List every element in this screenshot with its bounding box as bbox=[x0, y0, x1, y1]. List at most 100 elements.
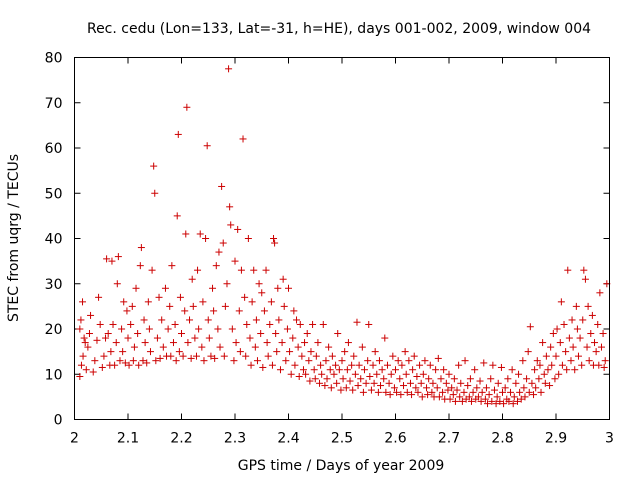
data-point bbox=[385, 379, 393, 387]
data-point bbox=[576, 334, 584, 342]
data-point bbox=[79, 298, 87, 306]
data-point bbox=[428, 388, 436, 396]
data-point bbox=[362, 379, 370, 387]
data-point bbox=[137, 244, 145, 252]
data-point bbox=[192, 352, 200, 360]
data-point bbox=[530, 391, 538, 399]
data-point bbox=[585, 357, 593, 365]
data-point bbox=[595, 361, 603, 369]
data-point bbox=[242, 352, 250, 360]
data-point bbox=[253, 357, 261, 365]
data-point bbox=[425, 375, 433, 383]
data-point bbox=[321, 382, 329, 390]
data-point bbox=[481, 395, 489, 403]
data-point bbox=[155, 293, 163, 301]
y-tick-label: 0 bbox=[54, 413, 63, 429]
data-point bbox=[209, 284, 217, 292]
data-point bbox=[309, 320, 317, 328]
data-point bbox=[169, 339, 177, 347]
y-tick-label: 60 bbox=[45, 141, 63, 157]
data-point bbox=[113, 280, 121, 288]
data-point bbox=[263, 339, 271, 347]
data-point bbox=[461, 357, 469, 365]
data-point bbox=[228, 325, 236, 333]
data-point bbox=[153, 334, 161, 342]
y-axis-label: STEC from uqrg / TECUs bbox=[6, 154, 22, 322]
x-tick-label: 2.2 bbox=[170, 431, 192, 447]
data-point bbox=[437, 375, 445, 383]
data-point bbox=[567, 357, 575, 365]
data-point bbox=[290, 307, 298, 315]
data-point bbox=[573, 325, 581, 333]
data-point bbox=[164, 325, 172, 333]
data-point bbox=[225, 65, 233, 73]
data-point bbox=[382, 388, 390, 396]
data-point bbox=[230, 357, 238, 365]
data-point bbox=[413, 373, 421, 381]
data-point bbox=[316, 379, 324, 387]
data-point bbox=[371, 348, 379, 356]
data-point bbox=[556, 339, 564, 347]
data-point bbox=[286, 348, 294, 356]
data-point bbox=[332, 361, 340, 369]
data-point bbox=[271, 239, 279, 247]
data-point bbox=[81, 339, 89, 347]
data-point bbox=[406, 379, 414, 387]
data-point bbox=[505, 397, 513, 405]
data-point bbox=[196, 230, 204, 238]
data-point bbox=[305, 357, 313, 365]
data-point bbox=[181, 307, 189, 315]
data-point bbox=[588, 311, 596, 319]
data-point bbox=[414, 388, 422, 396]
data-point bbox=[364, 357, 372, 365]
data-point bbox=[120, 298, 128, 306]
data-point bbox=[306, 377, 314, 385]
data-point bbox=[477, 397, 485, 405]
data-point bbox=[100, 352, 108, 360]
data-point bbox=[455, 361, 463, 369]
data-point bbox=[268, 361, 276, 369]
data-point bbox=[76, 325, 84, 333]
x-tick-label: 3 bbox=[605, 431, 614, 447]
y-tick-label: 30 bbox=[45, 277, 63, 293]
data-point bbox=[387, 370, 395, 378]
data-point bbox=[270, 235, 278, 242]
data-point bbox=[350, 352, 358, 360]
data-point bbox=[583, 343, 591, 351]
data-point bbox=[188, 275, 196, 283]
data-point bbox=[312, 352, 320, 360]
data-point bbox=[524, 348, 532, 356]
data-point bbox=[183, 103, 191, 111]
data-point bbox=[445, 370, 453, 378]
data-point bbox=[246, 334, 254, 342]
data-point bbox=[389, 352, 397, 360]
data-point bbox=[199, 298, 207, 306]
data-point bbox=[182, 230, 190, 238]
data-point bbox=[456, 393, 464, 401]
data-point bbox=[516, 388, 524, 396]
data-point bbox=[374, 388, 382, 396]
data-point bbox=[275, 316, 283, 324]
data-point bbox=[216, 343, 224, 351]
data-point bbox=[401, 348, 409, 356]
data-point bbox=[82, 366, 90, 374]
data-point bbox=[408, 391, 416, 399]
data-point bbox=[112, 339, 120, 347]
data-point bbox=[291, 361, 299, 369]
data-point bbox=[317, 361, 325, 369]
data-point bbox=[116, 357, 124, 365]
data-point bbox=[532, 384, 540, 392]
data-point bbox=[87, 311, 95, 319]
data-point bbox=[419, 370, 427, 378]
data-point bbox=[549, 330, 557, 338]
data-point bbox=[141, 339, 149, 347]
data-point bbox=[167, 352, 175, 360]
data-point bbox=[458, 397, 466, 405]
data-point bbox=[272, 330, 280, 338]
data-point bbox=[156, 354, 164, 362]
data-point bbox=[135, 361, 143, 369]
y-tick-label: 70 bbox=[45, 96, 63, 112]
data-point bbox=[525, 388, 533, 396]
data-point bbox=[476, 377, 484, 385]
data-point bbox=[369, 361, 377, 369]
